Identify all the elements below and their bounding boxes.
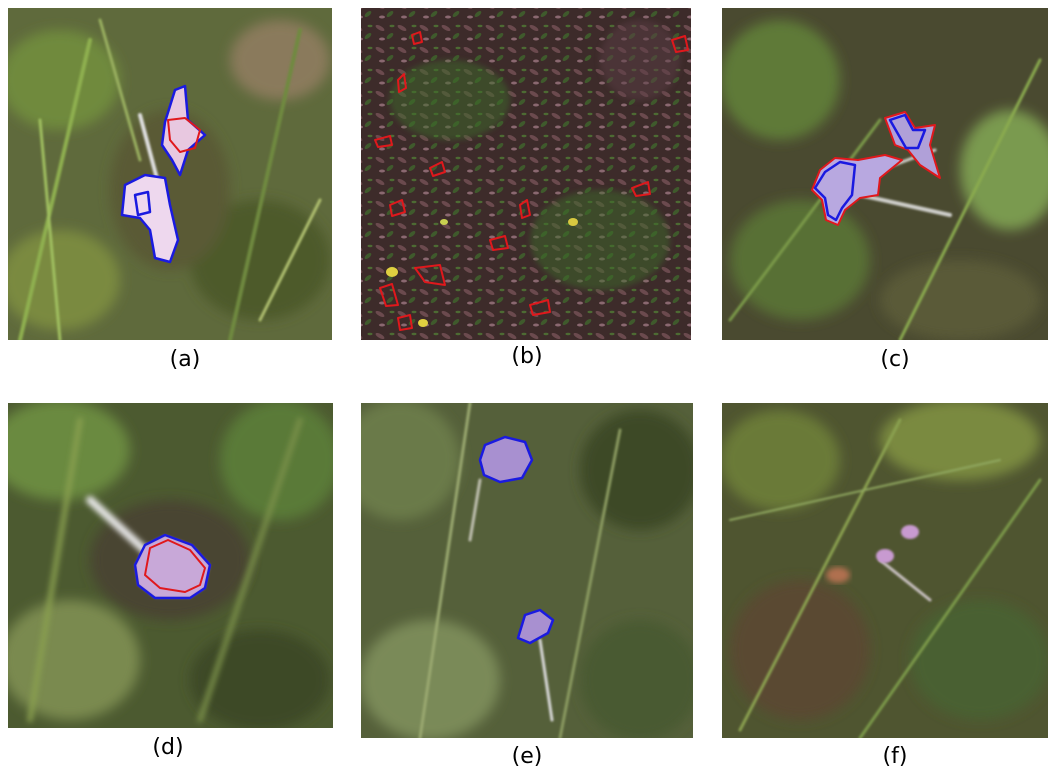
caption: (e) <box>512 744 543 769</box>
panel-b-image <box>361 8 691 340</box>
page: Figure panels {"panels": [{"caption": "(… <box>0 0 1049 772</box>
caption: (a) <box>170 347 201 372</box>
panel-c-image <box>720 8 1049 340</box>
caption: (b) <box>511 344 542 369</box>
panel-f-image <box>720 400 1049 738</box>
panel-a-image <box>0 8 332 340</box>
caption: (d) <box>152 735 183 760</box>
caption: (f) <box>883 744 908 769</box>
caption: (c) <box>880 347 909 372</box>
panel-d-image <box>0 400 340 730</box>
figure: (a) (b) <box>0 0 1049 772</box>
body: (a) (b) <box>0 0 1049 772</box>
panel-e-image <box>340 400 700 740</box>
